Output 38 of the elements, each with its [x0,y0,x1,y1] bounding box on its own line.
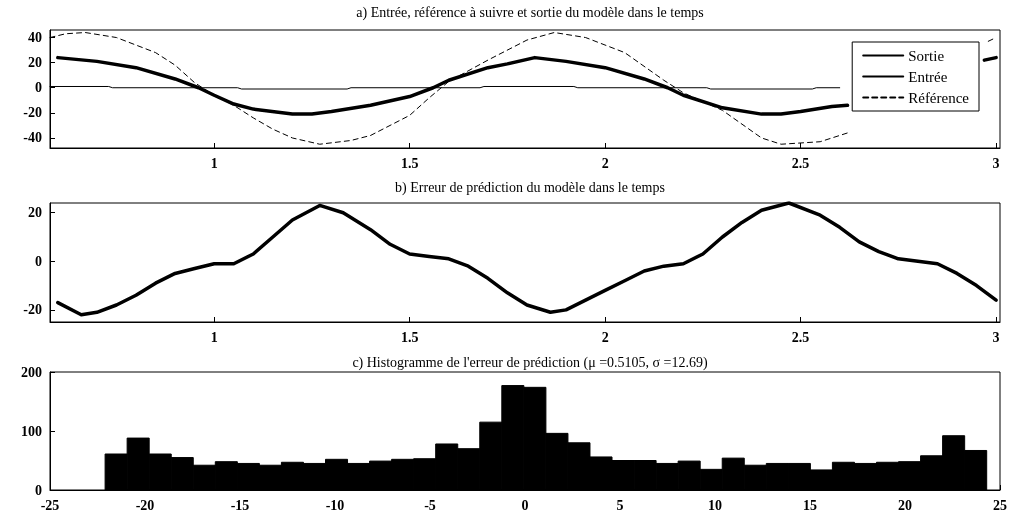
x-tick-label: 3 [992,329,1000,345]
chart-title: b) Erreur de prédiction du modèle dans le temps [395,179,665,196]
x-tick-label: 2.5 [791,329,810,345]
x-tick-label: 1.5 [400,329,419,345]
x-tick-label: 3 [992,155,1000,171]
y-tick-label: -20 [23,105,42,121]
x-tick-label: 2 [601,329,609,345]
y-tick-label: 0 [35,253,42,269]
x-tick-label: 20 [898,497,912,513]
x-tick-label: 1 [210,155,218,171]
y-tick-label: -20 [23,302,42,318]
x-tick-label: 2 [601,155,609,171]
x-tick-label: -5 [424,497,436,513]
y-tick-label: 20 [28,205,42,221]
y-tick-label: 20 [28,55,42,71]
x-tick-label: 1.5 [400,155,419,171]
x-tick-label: 0 [521,497,529,513]
legend-label: Référence [908,89,970,106]
x-tick-label: -10 [325,497,345,513]
y-tick-label: 40 [28,30,42,46]
legend-label: Sortie [908,47,945,64]
x-tick-label: 5 [616,497,624,513]
x-tick-label: 2.5 [791,155,810,171]
y-tick-label: 200 [21,364,42,380]
y-tick-label: 0 [35,482,42,498]
x-tick-label: -25 [40,497,60,513]
legend-label: Entrée [908,68,948,85]
chart-title: c) Histogramme de l'erreur de prédiction (μ =0.5105, σ =12.69) [352,354,708,371]
y-tick-label: -40 [23,130,42,146]
y-tick-label: 100 [21,423,42,439]
chart-title: a) Entrée, référence à suivre et sortie du modèle dans le temps [356,4,704,21]
x-tick-label: -15 [230,497,250,513]
y-tick-label: 0 [35,80,42,96]
x-tick-label: 25 [993,497,1007,513]
x-tick-label: 10 [708,497,722,513]
x-tick-label: 1 [210,329,218,345]
x-tick-label: 15 [803,497,817,513]
x-tick-label: -20 [135,497,155,513]
